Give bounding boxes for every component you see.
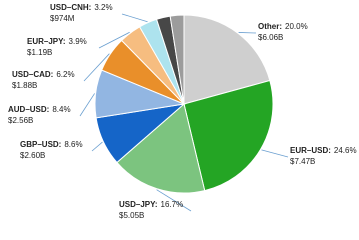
category-name: EUR–JPY: [27, 37, 66, 46]
pie-slice [183, 14, 271, 105]
slice-label: USD–CAD: 6.2% [12, 70, 75, 79]
category-name: USD–CNH: [50, 3, 91, 12]
slice-label: EUR–USD: 24.6% [290, 146, 357, 155]
slice-label: GBP–USD: 8.6% [20, 140, 83, 149]
value-label: 3.9% [69, 37, 87, 46]
slice-label: Other: 20.0% [258, 22, 308, 31]
amount-label: $6.06B [258, 33, 283, 42]
value-label: 16.7% [161, 200, 184, 209]
value-label: 8.6% [64, 140, 82, 149]
leader-line [91, 141, 103, 152]
amount-label: $5.05B [119, 211, 144, 220]
amount-label: $1.19B [27, 48, 52, 57]
leader-line [238, 32, 257, 34]
slice-label: AUD–USD: 8.4% [8, 105, 71, 114]
amount-label: $7.47B [290, 157, 315, 166]
leader-line [156, 189, 192, 212]
amount-label: $2.56B [8, 116, 33, 125]
value-label: 3.2% [94, 3, 112, 12]
leader-line [121, 13, 148, 23]
pie-slice [169, 14, 185, 105]
leader-line [79, 93, 95, 117]
category-name: USD–JPY: [119, 200, 158, 209]
leader-line [98, 31, 130, 49]
amount-label: $974M [50, 14, 75, 23]
value-label: 24.6% [334, 146, 357, 155]
value-label: 20.0% [285, 22, 308, 31]
slice-label: USD–JPY: 16.7% [119, 200, 183, 209]
slice-label: EUR–JPY: 3.9% [27, 37, 87, 46]
leader-line [261, 149, 289, 158]
category-name: EUR–USD: [290, 146, 331, 155]
pie-slice [183, 79, 274, 192]
category-name: GBP–USD: [20, 140, 61, 149]
value-label: 8.4% [52, 105, 70, 114]
amount-label: $2.60B [20, 151, 45, 160]
category-name: Other: [258, 22, 282, 31]
amount-label: $1.88B [12, 81, 37, 90]
category-name: USD–CAD: [12, 70, 53, 79]
category-name: AUD–USD: [8, 105, 49, 114]
slice-label: USD–CNH: 3.2% [50, 3, 113, 12]
pie-slice [116, 103, 206, 194]
value-label: 6.2% [56, 70, 74, 79]
leader-line [83, 53, 110, 82]
